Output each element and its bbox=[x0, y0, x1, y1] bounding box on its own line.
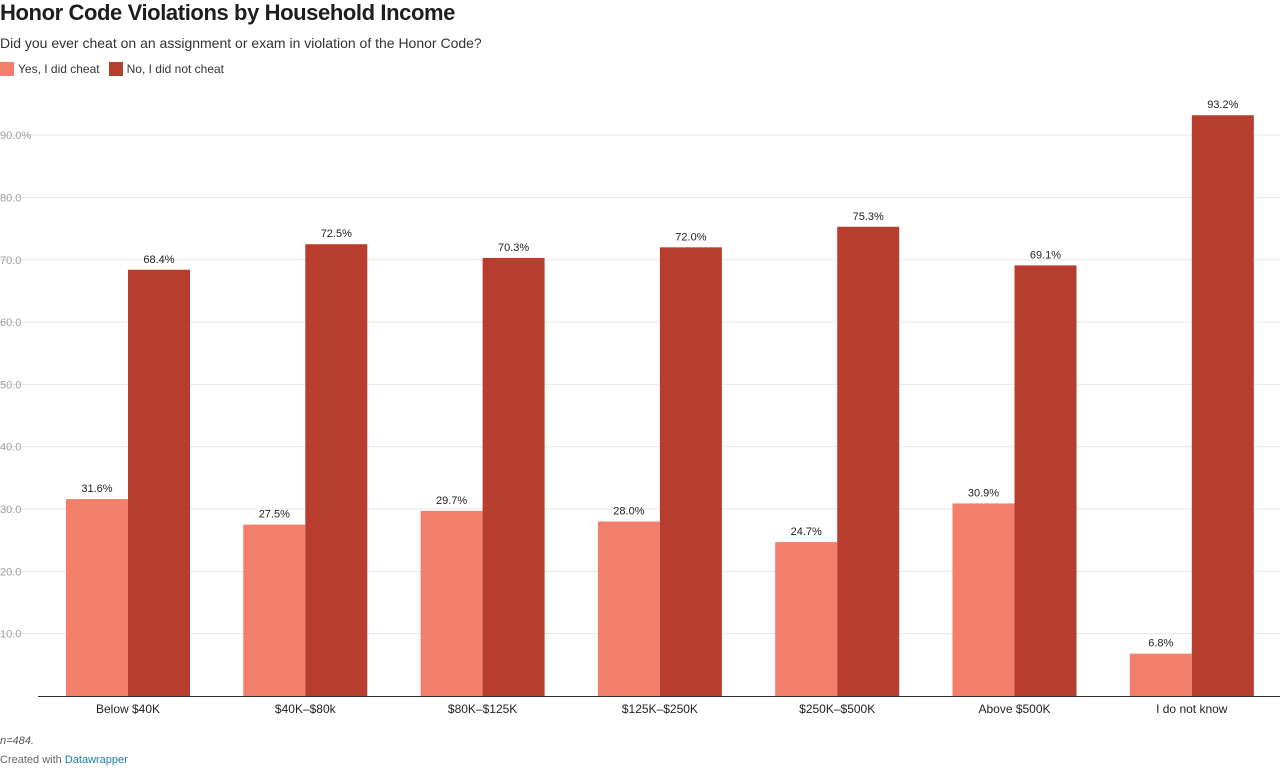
data-label-no: 72.0% bbox=[675, 231, 706, 243]
data-label-yes: 6.8% bbox=[1148, 638, 1173, 650]
sample-note: n=484. bbox=[0, 735, 34, 747]
bar-no bbox=[1191, 115, 1254, 696]
data-label-yes: 30.9% bbox=[968, 487, 999, 499]
legend: Yes, I did cheat No, I did not cheat bbox=[0, 62, 233, 76]
y-tick-label: 30.0 bbox=[0, 504, 21, 516]
data-label-yes: 29.7% bbox=[436, 495, 467, 507]
data-label-no: 72.5% bbox=[321, 228, 352, 240]
data-label-no: 70.3% bbox=[498, 242, 529, 254]
data-label-yes: 28.0% bbox=[613, 506, 644, 518]
data-label-no: 69.1% bbox=[1030, 249, 1061, 261]
bar-yes bbox=[775, 542, 838, 696]
legend-item-yes: Yes, I did cheat bbox=[0, 62, 100, 76]
legend-label-yes: Yes, I did cheat bbox=[18, 62, 100, 76]
bar-yes bbox=[597, 521, 660, 696]
bar-yes bbox=[66, 499, 128, 696]
x-tick-label: $40K–$80k bbox=[275, 702, 337, 716]
chart-title: Honor Code Violations by Household Incom… bbox=[0, 0, 456, 25]
y-tick-label: 20.0 bbox=[0, 566, 21, 578]
legend-item-no: No, I did not cheat bbox=[108, 62, 225, 76]
x-tick-label: $250K–$500K bbox=[799, 702, 875, 716]
bar-no bbox=[837, 226, 900, 697]
chart-subtitle: Did you ever cheat on an assignment or e… bbox=[0, 35, 482, 51]
bars bbox=[66, 115, 1254, 697]
data-labels: 31.6% 68.4% 27.5% 72.5% 29.7% 70.3% 28.0% 72.0%… bbox=[81, 99, 1238, 649]
bar-yes bbox=[952, 503, 1015, 696]
y-tick-label: 50.0 bbox=[0, 379, 21, 391]
legend-swatch-no bbox=[108, 62, 123, 76]
data-label-yes: 27.5% bbox=[259, 509, 290, 521]
y-tick-label: 80.0 bbox=[0, 192, 21, 204]
legend-swatch-yes bbox=[0, 62, 14, 76]
y-axis-ticks: 10.0 20.0 30.0 40.0 50.0 60.0 70.0 80.0 90.0% bbox=[0, 130, 31, 641]
bar-yes bbox=[1129, 653, 1192, 696]
y-tick-label: 40.0 bbox=[0, 442, 21, 454]
x-tick-label: $80K–$125K bbox=[448, 702, 517, 716]
x-tick-label: $125K–$250K bbox=[622, 702, 698, 716]
y-tick-label: 90.0% bbox=[0, 130, 31, 142]
data-label-yes: 31.6% bbox=[81, 483, 112, 495]
x-tick-label: Above $500K bbox=[978, 702, 1050, 716]
y-tick-label: 60.0 bbox=[0, 317, 21, 329]
datawrapper-link[interactable]: Datawrapper bbox=[64, 754, 128, 766]
data-label-no: 93.2% bbox=[1207, 99, 1238, 111]
y-tick-label: 70.0 bbox=[0, 255, 21, 267]
bar-yes bbox=[243, 524, 306, 696]
credit-prefix: Created with bbox=[0, 754, 62, 766]
bar-no bbox=[659, 247, 722, 697]
bar-yes bbox=[420, 510, 483, 696]
legend-label-no: No, I did not cheat bbox=[126, 62, 225, 76]
x-tick-label: Below $40K bbox=[96, 702, 160, 716]
y-tick-label: 10.0 bbox=[0, 629, 21, 641]
data-label-yes: 24.7% bbox=[791, 526, 822, 538]
credit-line: Created with Datawrapper bbox=[0, 754, 128, 766]
data-label-no: 68.4% bbox=[143, 254, 174, 266]
bar-no bbox=[482, 257, 545, 696]
data-label-no: 75.3% bbox=[853, 211, 884, 223]
bar-no bbox=[1014, 265, 1077, 696]
bar-no bbox=[305, 244, 368, 697]
bar-no bbox=[128, 269, 190, 696]
x-tick-label: I do not know bbox=[1156, 702, 1228, 716]
x-axis-ticks: Below $40K $40K–$80k $80K–$125K $125K–$250K… bbox=[96, 702, 1228, 716]
bar-chart: 10.0 20.0 30.0 40.0 50.0 60.0 70.0 80.0 90.0% 31… bbox=[0, 99, 1280, 716]
